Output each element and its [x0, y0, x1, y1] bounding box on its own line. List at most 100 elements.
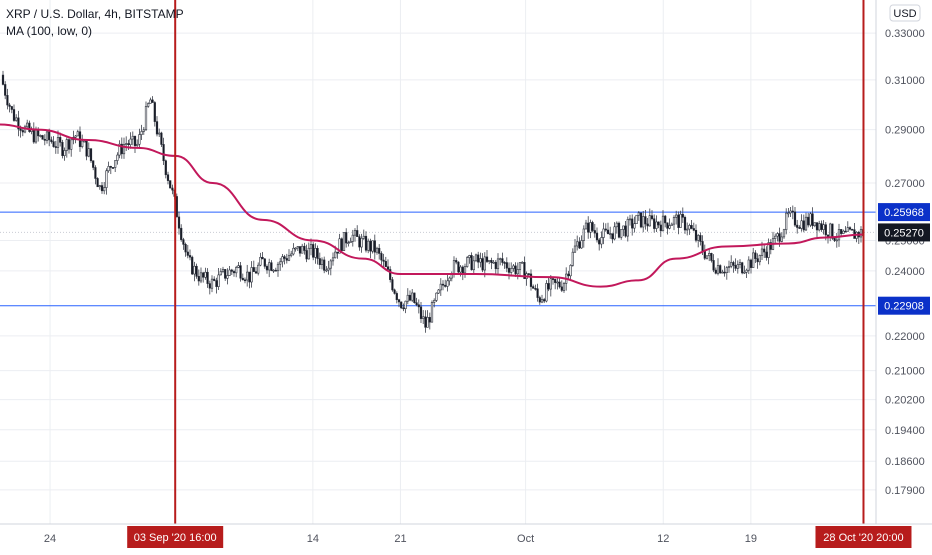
- candle-body: [103, 187, 106, 192]
- candle-body: [125, 143, 128, 145]
- candle-body: [811, 213, 814, 227]
- candle-body: [336, 251, 339, 254]
- candle-body: [235, 267, 238, 274]
- candle-body: [162, 144, 165, 162]
- candle-body: [206, 271, 209, 284]
- candle-body: [182, 239, 185, 245]
- candle-body: [459, 266, 462, 273]
- candle-body: [120, 143, 123, 155]
- candle-body: [789, 210, 792, 214]
- candle-body: [175, 196, 178, 218]
- candle-body: [591, 222, 594, 231]
- candle-body: [679, 213, 682, 228]
- candle-body: [43, 138, 46, 141]
- candle-body: [422, 316, 425, 319]
- candle-body: [822, 224, 825, 230]
- candle-body: [358, 236, 361, 248]
- candle-body: [45, 131, 49, 141]
- candle-body: [716, 265, 720, 274]
- candle-body: [241, 277, 244, 281]
- candle-body: [219, 271, 222, 276]
- candle-body: [664, 215, 667, 224]
- currency-badge[interactable]: [889, 4, 921, 22]
- candle-body: [758, 255, 761, 263]
- candle-body: [195, 265, 198, 277]
- candle-body: [59, 137, 62, 143]
- x-tick-label: 12: [657, 533, 669, 545]
- candle-body: [802, 220, 805, 231]
- candle-body: [655, 221, 658, 229]
- candle-body: [261, 256, 264, 260]
- candle-body: [404, 300, 407, 309]
- candle-body: [94, 167, 97, 179]
- candle-body: [545, 283, 548, 302]
- candle-body: [809, 213, 812, 226]
- candle-body: [738, 262, 742, 265]
- candle-body: [820, 223, 823, 230]
- candle-body: [624, 225, 627, 237]
- y-tick-label: 0.27000: [885, 178, 925, 190]
- candle-body: [639, 212, 643, 228]
- candle-body: [325, 269, 328, 272]
- candle-body: [534, 288, 537, 290]
- candle-body: [100, 185, 104, 192]
- candle-body: [615, 222, 618, 228]
- level-price-label: 0.22908: [884, 301, 924, 313]
- candle-body: [140, 131, 143, 135]
- candle-body: [334, 251, 337, 259]
- candle-body: [657, 221, 660, 226]
- candle-body: [316, 248, 319, 259]
- candle-body: [479, 258, 482, 263]
- candle-body: [776, 233, 779, 237]
- candle-body: [767, 242, 770, 258]
- candle-body: [347, 242, 350, 244]
- candle-body: [763, 248, 766, 253]
- y-tick-label: 0.24000: [885, 266, 925, 278]
- candle-body: [105, 170, 108, 188]
- candle-body: [138, 134, 141, 145]
- candle-body: [107, 166, 110, 172]
- candle-body: [61, 142, 64, 156]
- candle-body: [149, 99, 152, 104]
- candle-body: [70, 139, 73, 150]
- candle-body: [648, 215, 651, 227]
- candle-body: [382, 259, 385, 262]
- candle-body: [386, 266, 390, 270]
- candle-body: [193, 265, 196, 275]
- candle-body: [818, 223, 821, 231]
- candle-body: [807, 216, 810, 226]
- candle-body: [309, 244, 313, 249]
- candle-body: [351, 234, 354, 242]
- candle-body: [505, 262, 508, 269]
- candle-body: [430, 302, 434, 323]
- candle-body: [606, 229, 610, 235]
- candle-body: [338, 238, 341, 254]
- candles: [1, 70, 865, 333]
- candle-body: [444, 284, 447, 287]
- candle-body: [301, 245, 304, 254]
- candle-body: [83, 140, 86, 143]
- candle-body: [622, 225, 625, 230]
- candle-body: [800, 220, 803, 229]
- candle-body: [276, 263, 280, 272]
- y-tick-label: 0.33000: [885, 28, 925, 40]
- candle-body: [701, 241, 704, 252]
- y-tick-label: 0.20200: [885, 395, 925, 407]
- candle-body: [419, 306, 423, 319]
- candle-body: [32, 128, 35, 143]
- x-tick-label: 19: [745, 533, 757, 545]
- vertical-marker-label-bg: [815, 526, 912, 548]
- candle-body: [672, 217, 676, 225]
- candle-body: [598, 239, 601, 245]
- candle-body: [184, 244, 187, 253]
- candle-body: [1, 74, 5, 85]
- candle-body: [760, 248, 764, 256]
- candle-body: [221, 269, 225, 272]
- candle-body: [177, 216, 181, 229]
- candle-body: [523, 262, 526, 279]
- candle-body: [340, 238, 343, 251]
- candle-body: [380, 253, 383, 261]
- vertical-markers: [174, 0, 865, 524]
